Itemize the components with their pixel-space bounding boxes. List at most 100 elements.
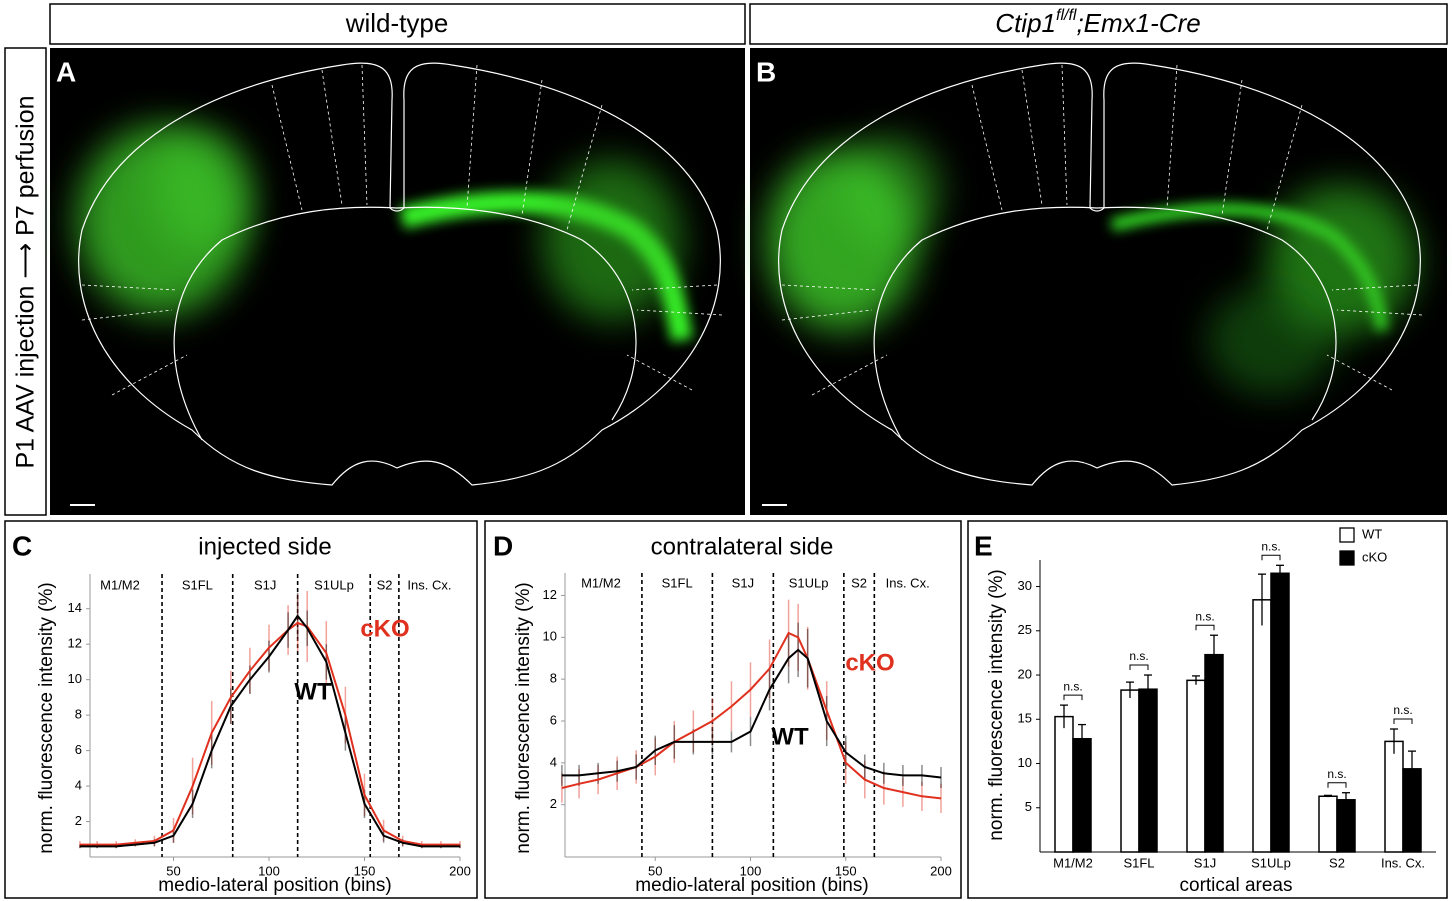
region-label: S1FL [662,575,693,590]
series-label: cKO [845,649,894,676]
x-tick-label: 50 [166,863,180,878]
y-tick-label: 14 [68,600,82,615]
bar [1270,572,1290,853]
series-line [561,631,942,800]
legend-label: cKO [1362,549,1387,564]
significance-bracket [1393,718,1413,725]
y-tick-label: 10 [543,629,557,644]
gene-rest: ;Emx1-Cre [1076,8,1200,38]
bar [1186,679,1206,853]
y-tick-label: 4 [75,778,82,793]
series-line [79,621,460,846]
y-tick-label: 25 [1018,622,1032,637]
x-axis-title: medio-lateral position (bins) [158,875,391,896]
region-label: S2 [851,575,867,590]
bar [1204,653,1224,853]
bar [1054,715,1074,853]
chart-title: injected side [198,533,331,560]
y-tick-label: 15 [1018,711,1032,726]
significance-label: n.s. [1327,767,1346,781]
header-box [749,3,1448,45]
image-panel [750,48,1447,515]
significance-label: n.s. [1261,539,1280,553]
significance-bracket [1063,694,1083,701]
y-axis-title: norm. fluorescence intensity (%) [986,569,1007,840]
series-label: WT [294,678,332,705]
series-line [561,648,942,779]
x-tick-label: 200 [930,863,952,878]
region-label: S1FL [182,577,213,592]
x-tick-label: Ins. Cx. [1381,855,1425,870]
significance-bracket [1195,624,1215,631]
header-title: Ctip1fl/fl;Emx1-Cre [995,7,1200,38]
significance-bracket [1129,664,1149,671]
x-axis-title: medio-lateral position (bins) [635,875,868,896]
region-label: S1ULp [789,575,829,590]
y-tick-label: 30 [1018,578,1032,593]
series-label: cKO [360,615,409,642]
x-tick-label: S1FL [1123,855,1154,870]
image-panel [50,48,745,515]
panel-letter: B [756,56,776,87]
series-line [79,614,460,848]
y-axis-title: norm. fluorescence intensity (%) [513,582,534,853]
legend-label: WT [1362,526,1382,541]
legend-swatch [1339,527,1355,543]
y-tick-label: 6 [550,712,557,727]
y-tick-label: 8 [75,707,82,722]
panel-letter: C [12,530,32,561]
y-axis-title: norm. fluorescence intensity (%) [36,582,57,853]
significance-label: n.s. [1129,649,1148,663]
region-label: S1J [732,575,754,590]
panel-letter: D [493,530,513,561]
y-tick-label: 4 [550,754,557,769]
bar [1384,740,1404,853]
y-tick-label: 10 [68,671,82,686]
x-tick-label: 150 [835,863,857,878]
bar [1336,799,1356,853]
region-label: S1J [254,577,276,592]
side-box [4,47,47,516]
x-tick-label: 100 [740,863,762,878]
significance-label: n.s. [1063,679,1082,693]
y-tick-label: 20 [1018,666,1032,681]
panel-letter: A [56,56,76,87]
bar [1120,689,1140,853]
significance-bracket [1261,554,1281,561]
x-tick-label: 150 [354,863,376,878]
region-label: Ins. Cx. [407,577,451,592]
y-tick-label: 6 [75,742,82,757]
significance-bracket [1327,782,1347,788]
y-tick-label: 10 [1018,755,1032,770]
region-label: M1/M2 [100,577,140,592]
chart-title: contralateral side [651,533,834,560]
gene-name: Ctip1 [995,8,1056,38]
x-tick-label: 100 [258,863,280,878]
y-tick-label: 8 [550,671,557,686]
x-tick-label: S1ULp [1251,855,1291,870]
region-label: M1/M2 [581,575,621,590]
series-label: WT [771,723,809,750]
x-tick-label: 200 [449,863,471,878]
y-tick-label: 12 [543,587,557,602]
significance-label: n.s. [1393,703,1412,717]
header-box [49,3,746,45]
y-tick-label: 2 [75,813,82,828]
bar [1072,737,1092,853]
x-tick-label: 50 [648,863,662,878]
x-axis-title: cortical areas [1180,875,1293,896]
region-label: Ins. Cx. [886,575,930,590]
x-tick-label: S2 [1329,855,1345,870]
region-label: S2 [377,577,393,592]
significance-label: n.s. [1195,609,1214,623]
region-label: S1ULp [314,577,354,592]
x-tick-label: S1J [1194,855,1216,870]
bar [1318,795,1338,853]
side-label: P1 AAV injection ⟶ P7 perfusion [12,95,40,468]
y-tick-label: 12 [68,636,82,651]
